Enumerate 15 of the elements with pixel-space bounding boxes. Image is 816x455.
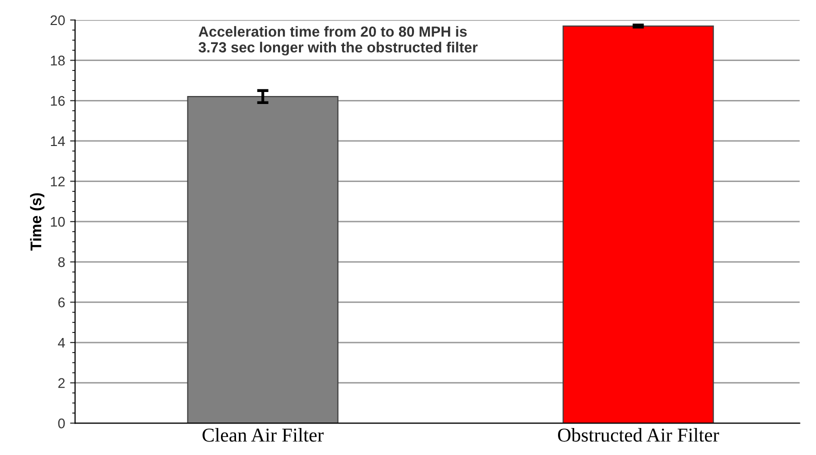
y-tick-label: 18 [50, 56, 65, 66]
y-tick-label: 4 [58, 338, 65, 348]
y-axis-title: Time (s) [30, 193, 44, 251]
y-tick-label: 8 [58, 257, 65, 268]
y-tick-label: 2 [58, 378, 65, 388]
y-tick-label: 16 [50, 96, 65, 106]
x-tick-label: Clean Air Filter [202, 428, 324, 442]
annotation: Acceleration time from 20 to 80 MPH is 3.73 sec longer with the obstructed filter [198, 26, 478, 56]
x-tick-label: Obstructed Air Filter [558, 428, 720, 442]
y-tick-label: 20 [50, 15, 65, 26]
y-tick-label: 12 [50, 176, 65, 186]
y-tick-label: 6 [58, 298, 65, 308]
y-tick-label: 10 [50, 216, 65, 227]
y-tick-label: 14 [50, 136, 65, 146]
y-tick-label: 0 [58, 418, 65, 428]
